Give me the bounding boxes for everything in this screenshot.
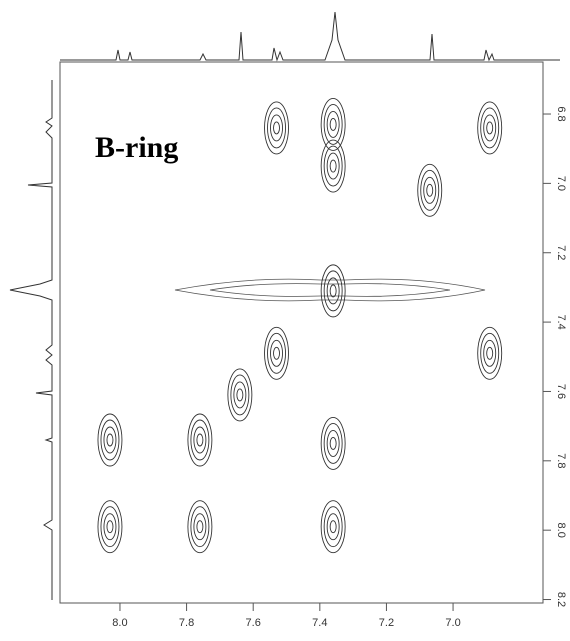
y-tick-label: 6.8 [555,106,567,121]
contour-peak [320,97,346,151]
contour-peak [426,183,434,197]
contour-peak [233,381,247,409]
contour-peak [320,264,346,318]
contour-peak [326,430,340,457]
top-projection [60,11,560,62]
contour-peak [106,433,114,447]
contour-peak [477,326,503,380]
contour-peak [323,145,343,187]
contour-peak [236,388,244,402]
contour-peak [423,176,437,204]
contour-peak [329,284,337,298]
contour-peak [264,101,289,155]
contour-peak [190,506,210,548]
contour-peak [270,339,283,367]
contour-peak [106,520,114,534]
contour-peak [267,332,286,374]
contour-peak [326,110,340,138]
y-tick-label: 7.4 [555,314,567,329]
contour-peak [100,419,120,461]
contour-peak [483,114,497,142]
contour-peak [326,513,340,541]
y-tick-label: 7.8 [555,453,567,468]
contour-peak [103,426,117,454]
contour-peak [329,159,337,173]
y-tick-label: 8.2 [555,592,567,607]
annotation: B-ring [95,131,178,164]
contour-peak [323,270,343,312]
contour-peak [417,163,443,217]
contour-peak [196,520,204,534]
diagonal-streak [174,278,486,302]
y-tick-label: 7.2 [555,245,567,260]
contour-peak [326,277,340,305]
contour-peak [193,513,207,541]
y-tick-label: 7.6 [555,384,567,399]
contour-peak [100,506,120,548]
contour-peak [329,520,337,534]
x-tick-label: 7.4 [312,617,327,629]
plot-frame [59,61,544,604]
contour-peak [97,413,123,467]
contour-peak [103,513,117,541]
contour-peak [227,368,253,422]
contour-peak [264,326,289,380]
contour-peak [320,500,346,554]
y-tick-label: 8.0 [555,523,567,538]
x-tick-label: 7.6 [246,617,261,629]
x-tick-label: 7.8 [179,617,194,629]
contour-peak [420,169,440,211]
contour-peak [193,426,207,454]
contour-peak [329,117,337,131]
contour-peak [273,346,280,360]
x-tick-label: 7.0 [445,617,460,629]
contour-peak [273,121,280,135]
contour-peak [187,413,213,467]
x-tick-label: 8.0 [112,617,127,629]
contour-peak [326,152,340,180]
y-tick-label: 7.0 [555,176,567,191]
contour-peak [323,506,343,548]
contour-peak [323,103,343,145]
contour-peak [486,121,494,135]
contour-peak [323,423,343,464]
contour-peak [270,114,283,142]
contour-peak [320,417,346,470]
x-tick-label: 7.2 [379,617,394,629]
contour-peak [190,419,210,461]
contour-peak [230,374,250,416]
contour-peak [480,107,500,149]
left-projection [9,80,53,600]
contour-peak [267,107,286,149]
contour-peak [483,339,497,367]
contour-peak [97,500,123,554]
contour-peak [329,437,337,450]
contour-peak [477,101,503,155]
contour-peak [320,139,346,193]
contour-peak [480,332,500,374]
contour-peak [486,346,494,360]
contour-peak [196,433,204,447]
contour-peak [187,500,213,554]
